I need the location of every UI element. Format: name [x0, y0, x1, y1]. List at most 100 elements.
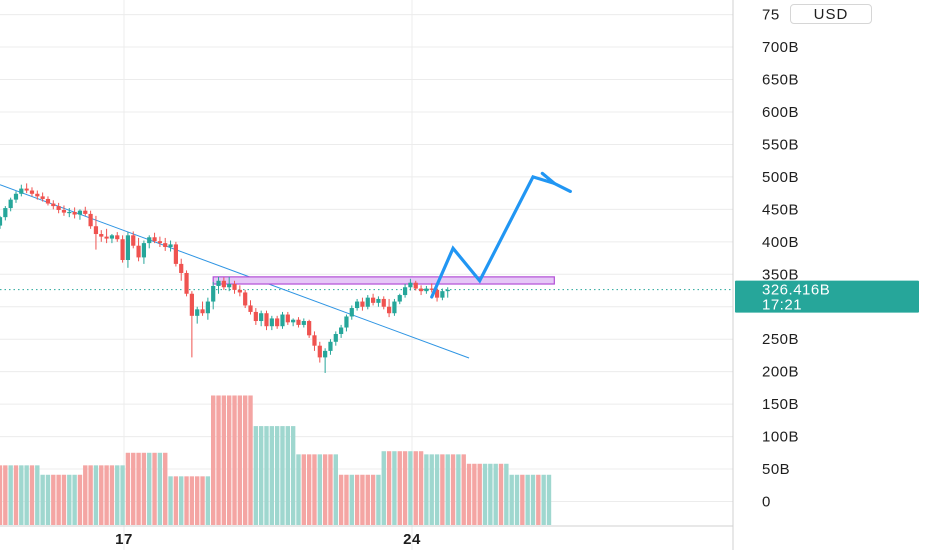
candle-body — [136, 245, 141, 258]
candle — [120, 235, 125, 263]
volume-bar — [24, 465, 29, 525]
candle-body — [131, 235, 136, 246]
y-tick-label: 350B — [762, 266, 799, 283]
y-tick-label: 100B — [762, 429, 799, 446]
volume-bar — [456, 454, 461, 525]
candle-body — [312, 335, 317, 346]
volume-bar — [242, 395, 248, 525]
candle — [136, 237, 141, 262]
candle-body — [328, 341, 333, 351]
candle — [307, 319, 312, 338]
candle — [259, 310, 264, 327]
candle-body — [376, 298, 381, 303]
volume-bar — [408, 451, 413, 525]
volume-bar — [413, 451, 418, 525]
candle-body — [355, 301, 360, 309]
volume-bar — [493, 463, 498, 525]
volume-bar — [365, 474, 370, 525]
candle-body — [157, 241, 162, 244]
volume-bar — [109, 465, 115, 525]
volume-bar — [317, 454, 322, 525]
candle-body — [440, 291, 445, 298]
candle-body — [418, 288, 424, 292]
candle — [104, 228, 109, 244]
volume-bar — [253, 426, 259, 525]
y-tick-label: 450B — [762, 201, 799, 218]
candle — [445, 287, 450, 298]
candle-body — [35, 193, 40, 197]
x-axis-labels: 17 24 — [115, 531, 420, 548]
volume-bar — [152, 452, 157, 525]
volume-bar — [386, 451, 392, 525]
volume-bar — [312, 454, 317, 525]
candle — [13, 191, 19, 203]
volume-bar — [424, 454, 429, 525]
candle — [35, 190, 40, 200]
candle-body — [83, 210, 88, 214]
volume-bar — [274, 426, 280, 525]
candle-body — [115, 235, 120, 240]
trendline — [0, 184, 470, 359]
candles — [0, 183, 450, 373]
volume-bar — [290, 426, 296, 525]
candle-body — [333, 334, 338, 342]
candle-body — [99, 234, 104, 237]
volume-bar — [83, 465, 88, 525]
volume-bar — [147, 452, 152, 525]
candle — [115, 232, 120, 242]
volume-bar — [168, 476, 173, 525]
candle — [291, 318, 296, 327]
candle — [72, 207, 77, 219]
candle — [253, 308, 258, 325]
volume-bar — [301, 454, 307, 525]
volume-bar — [211, 395, 216, 525]
volume-bar — [136, 452, 141, 525]
volume-bar — [376, 474, 381, 525]
candle-body — [248, 305, 253, 312]
candle — [355, 298, 360, 311]
candle — [125, 232, 131, 268]
candle-body — [104, 236, 109, 239]
candle — [152, 232, 157, 244]
current-price-label: 326.416B — [762, 282, 830, 299]
volume-bar — [35, 465, 40, 525]
currency-selector[interactable]: USD — [790, 4, 872, 24]
volume-bar — [338, 474, 344, 525]
volume-bar — [285, 426, 291, 525]
candle — [88, 210, 93, 229]
volume-bar — [237, 395, 243, 525]
candle-body — [360, 301, 365, 307]
candle — [29, 187, 35, 197]
volume-bar — [360, 474, 365, 525]
candle-body — [77, 210, 83, 215]
candle-body — [291, 319, 296, 323]
volume-bar — [221, 395, 227, 525]
volume-bar — [125, 452, 131, 525]
candle — [147, 235, 152, 249]
candle — [189, 291, 194, 358]
volume-bar — [498, 463, 504, 525]
candle — [376, 296, 381, 307]
volume-bar — [445, 454, 450, 525]
y-tick-label: 400B — [762, 234, 799, 251]
candle — [173, 241, 178, 267]
candle-body — [168, 244, 173, 248]
volume-bar — [93, 465, 99, 525]
volume-bar — [258, 426, 264, 525]
candle-body — [424, 288, 429, 292]
volume-bar — [541, 474, 546, 525]
candle-body — [61, 210, 67, 213]
volume-bar — [216, 395, 221, 525]
volume-bar — [536, 474, 541, 525]
candle-body — [40, 196, 45, 199]
candle-body — [243, 292, 248, 306]
candle — [0, 215, 3, 229]
candle-body — [339, 327, 344, 335]
volume-bar — [450, 454, 456, 525]
volume-bar — [514, 474, 520, 525]
candle — [227, 276, 232, 292]
candle-body — [253, 311, 258, 322]
volume-bar — [328, 454, 333, 525]
candle-body — [141, 243, 147, 258]
